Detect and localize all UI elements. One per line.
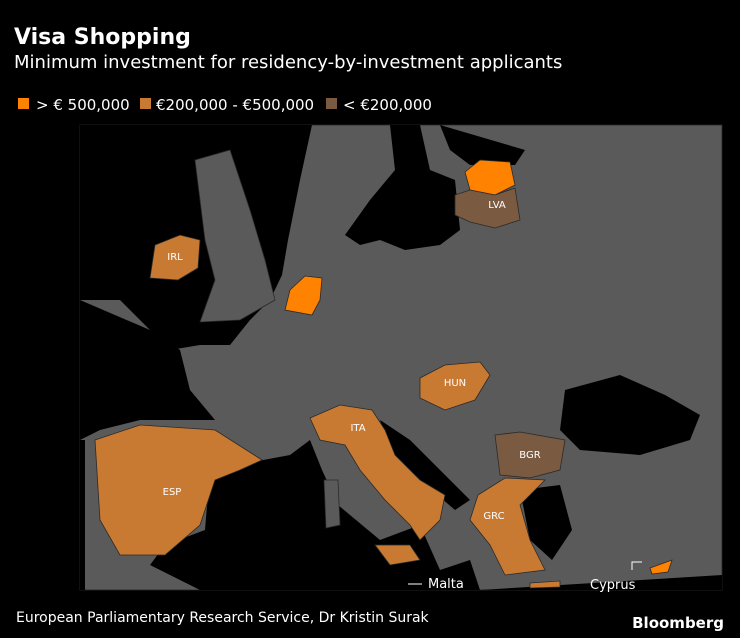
ireland [149,234,201,281]
legend-swatch [140,98,151,109]
latvia [454,187,521,229]
hungary [419,361,491,411]
country-label: IRL [167,252,183,263]
subtitle: Minimum investment for residency-by-inve… [14,52,562,73]
legend-label: > € 500,000 [36,96,130,114]
cyprus-pointer [631,561,642,570]
legend-swatch [18,98,29,109]
sardinia [323,479,341,529]
country-label: HUN [444,378,466,389]
spain [94,424,263,556]
bulgaria [494,431,566,479]
source: European Parliamentary Research Service,… [16,610,430,626]
cyprus [649,559,673,575]
atlantic [80,440,85,590]
country-label: ITA [350,423,365,434]
country-label: BGR [519,450,540,461]
country-label: GRC [483,511,504,522]
legend-swatch [326,98,337,109]
logo: Bloomberg [632,614,724,632]
title: Visa Shopping [14,25,191,50]
baltic-sea [345,125,460,250]
annotation: Malta [428,577,464,592]
britain [194,149,276,323]
annotation: Cyprus [590,578,636,593]
sicily [374,544,421,566]
black-sea [560,375,700,455]
map: LVA IRL HUN ITA ESP BGR GRC Malta Cyprus [79,124,723,593]
legend: > € 500,000 €200,000 - €500,000 < €200,0… [18,96,432,114]
legend-label: €200,000 - €500,000 [156,96,314,114]
country-label: ESP [163,487,182,498]
gulf-of-finland [440,125,525,165]
legend-label: < €200,000 [343,96,432,114]
greece [469,477,546,576]
bay-of-biscay [80,300,215,440]
netherlands [284,275,323,316]
adriatic [380,420,470,510]
crete [529,580,561,589]
country-label: LVA [488,200,506,211]
aegean [520,485,572,560]
italy [309,404,446,541]
